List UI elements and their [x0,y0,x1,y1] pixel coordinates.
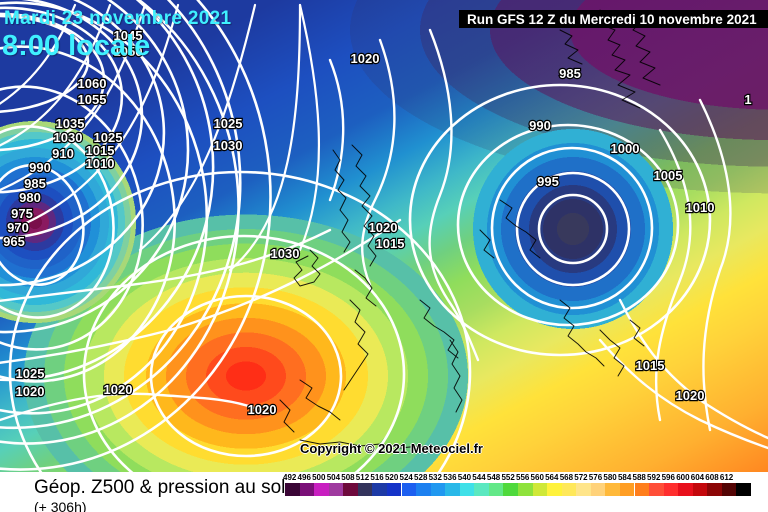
svg-text:985: 985 [24,176,46,191]
svg-text:980: 980 [19,190,41,205]
svg-text:910: 910 [52,146,74,161]
svg-text:1030: 1030 [214,138,243,153]
svg-text:1035: 1035 [56,116,85,131]
svg-text:1020: 1020 [16,384,45,399]
svg-text:1010: 1010 [686,200,715,215]
svg-text:1010: 1010 [86,156,115,171]
svg-text:1015: 1015 [376,236,405,251]
svg-text:1025: 1025 [214,116,243,131]
svg-text:965: 965 [3,234,25,249]
svg-text:1030: 1030 [271,246,300,261]
svg-text:1020: 1020 [676,388,705,403]
svg-text:990: 990 [29,160,51,175]
svg-text:1020: 1020 [248,402,277,417]
svg-text:1060: 1060 [78,76,107,91]
svg-text:1055: 1055 [78,92,107,107]
svg-text:1005: 1005 [654,168,683,183]
svg-text:990: 990 [529,118,551,133]
svg-text:1: 1 [744,92,751,107]
svg-text:1020: 1020 [351,51,380,66]
svg-text:970: 970 [7,220,29,235]
svg-text:995: 995 [537,174,559,189]
svg-text:1025: 1025 [16,366,45,381]
svg-text:1015: 1015 [636,358,665,373]
svg-text:975: 975 [11,206,33,221]
svg-text:1020: 1020 [104,382,133,397]
svg-text:985: 985 [559,66,581,81]
svg-text:1030: 1030 [54,130,83,145]
svg-text:1000: 1000 [611,141,640,156]
svg-text:1020: 1020 [369,220,398,235]
